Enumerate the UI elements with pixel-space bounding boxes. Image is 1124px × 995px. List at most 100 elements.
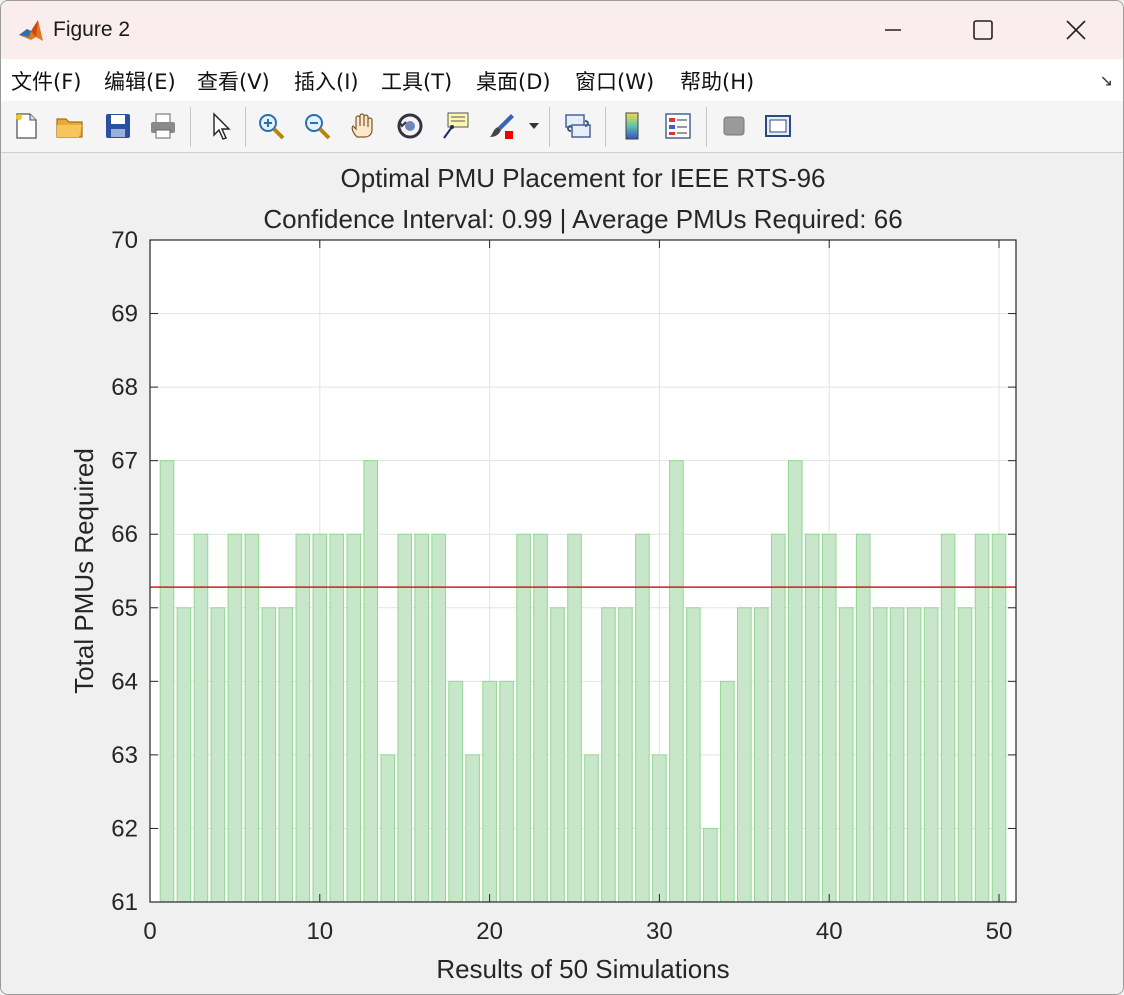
- axis-ticks: 0 10 20 30 40 50 61 62 63 64 65 66 67 68 69 70: [111, 227, 1016, 945]
- bar: [618, 607, 633, 903]
- zoom-out-icon[interactable]: [300, 109, 334, 143]
- bar: [278, 607, 294, 903]
- bar: [872, 607, 888, 903]
- bar: [838, 607, 854, 903]
- y-tick-label: 64: [111, 668, 138, 695]
- bar: [550, 607, 565, 903]
- bar: [533, 533, 548, 903]
- bar: [855, 533, 871, 903]
- hide-plot-tools-icon[interactable]: [717, 109, 751, 143]
- x-tick-label: 0: [143, 918, 156, 945]
- bar: [482, 680, 497, 903]
- y-tick-label: 70: [111, 227, 138, 254]
- close-button[interactable]: [1030, 1, 1122, 59]
- bar: [465, 754, 480, 903]
- pointer-icon[interactable]: [203, 109, 237, 143]
- dock-arrow-icon[interactable]: ↘: [1099, 71, 1113, 90]
- figure-canvas: Optimal PMU Placement for IEEE RTS-96 Co…: [1, 153, 1123, 994]
- plot-area: [150, 240, 1016, 902]
- minimize-icon: [885, 29, 901, 31]
- chart-subtitle: Confidence Interval: 0.99 | Average PMUs…: [263, 204, 902, 234]
- bar: [940, 533, 956, 903]
- maximize-button[interactable]: [937, 1, 1029, 59]
- toolbar-separator: [190, 107, 191, 147]
- bar: [770, 533, 786, 903]
- bar: [193, 533, 209, 903]
- toolbar-separator: [245, 107, 246, 147]
- menu-tools[interactable]: 工具(T): [381, 70, 453, 94]
- save-icon[interactable]: [101, 109, 135, 143]
- bar: [584, 754, 599, 903]
- menu-desktop[interactable]: 桌面(D): [476, 70, 551, 94]
- bar: [448, 680, 463, 903]
- link-plot-icon[interactable]: [561, 109, 595, 143]
- y-tick-label: 66: [111, 521, 138, 548]
- bar: [261, 607, 277, 903]
- x-tick-label: 40: [816, 918, 843, 945]
- bar: [346, 533, 362, 903]
- chart-title: Optimal PMU Placement for IEEE RTS-96: [340, 163, 825, 193]
- zoom-in-icon[interactable]: [254, 109, 288, 143]
- bar: [804, 533, 820, 903]
- menu-bar: 文件(F) 编辑(E) 查看(V) 插入(I) 工具(T) 桌面(D) 窗口(W…: [1, 59, 1123, 102]
- menu-edit[interactable]: 编辑(E): [104, 70, 176, 94]
- show-plot-tools-icon[interactable]: [761, 109, 795, 143]
- toolbar-separator: [605, 107, 606, 147]
- bar: [329, 533, 345, 903]
- bar: [295, 533, 311, 903]
- legend-icon[interactable]: [661, 109, 695, 143]
- window-title: Figure 2: [53, 18, 131, 41]
- menu-insert[interactable]: 插入(I): [294, 70, 359, 94]
- bar: [380, 754, 396, 903]
- bar-chart[interactable]: Optimal PMU Placement for IEEE RTS-96 Co…: [1, 153, 1123, 994]
- print-icon[interactable]: [146, 109, 180, 143]
- bar: [686, 607, 701, 903]
- new-figure-icon[interactable]: [9, 109, 43, 143]
- bar: [821, 533, 837, 903]
- menu-file[interactable]: 文件(F): [11, 70, 82, 94]
- colorbar-icon[interactable]: [615, 109, 649, 143]
- brush-icon[interactable]: [485, 109, 519, 143]
- brush-dropdown-icon[interactable]: [525, 109, 543, 143]
- title-bar: Figure 2: [1, 1, 1123, 59]
- y-tick-label: 61: [111, 889, 138, 916]
- rotate-3d-icon[interactable]: [393, 109, 427, 143]
- pan-hand-icon[interactable]: [347, 109, 381, 143]
- bar: [923, 607, 939, 903]
- x-axis-label: Results of 50 Simulations: [436, 954, 729, 984]
- y-tick-label: 65: [111, 595, 138, 622]
- bar: [363, 460, 379, 903]
- data-cursor-icon[interactable]: [439, 109, 473, 143]
- bar: [703, 827, 718, 903]
- y-tick-label: 69: [111, 301, 138, 328]
- bar: [889, 607, 905, 903]
- open-folder-icon[interactable]: [53, 109, 87, 143]
- bar: [991, 533, 1007, 903]
- bar: [669, 460, 684, 903]
- bar: [176, 607, 192, 903]
- y-tick-label: 67: [111, 448, 138, 475]
- bar: [159, 460, 175, 903]
- bar: [431, 533, 446, 903]
- x-tick-label: 50: [986, 918, 1013, 945]
- bar: [312, 533, 328, 903]
- bar: [652, 754, 667, 903]
- bar: [210, 607, 226, 903]
- bar: [567, 533, 582, 903]
- menu-window[interactable]: 窗口(W): [575, 70, 655, 94]
- bar: [397, 533, 412, 903]
- bar: [227, 533, 243, 903]
- matlab-logo-icon: [17, 17, 45, 45]
- menu-help[interactable]: 帮助(H): [680, 70, 755, 94]
- bar: [957, 607, 973, 903]
- minimize-button[interactable]: [847, 1, 939, 59]
- bar: [414, 533, 429, 903]
- bar: [906, 607, 922, 903]
- menu-view[interactable]: 查看(V): [197, 70, 270, 94]
- bar: [737, 607, 752, 903]
- y-tick-label: 68: [111, 374, 138, 401]
- toolbar: [1, 101, 1123, 153]
- maximize-icon: [973, 20, 993, 40]
- bar: [720, 680, 735, 903]
